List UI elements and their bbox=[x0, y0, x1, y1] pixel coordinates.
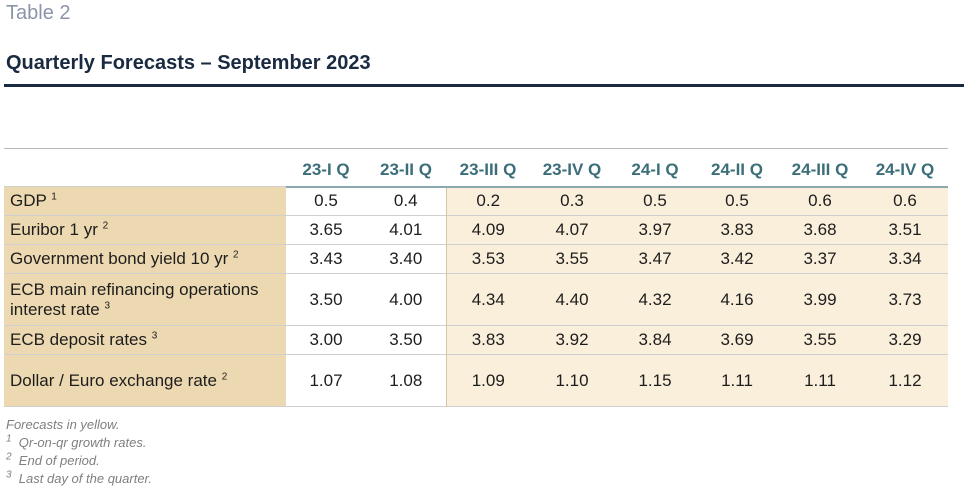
forecast-cell: 1.12 bbox=[862, 354, 948, 407]
table-row: Government bond yield 10 yr 2 3.43 3.40 3.5… bbox=[4, 244, 948, 274]
forecast-cell: 3.83 bbox=[445, 325, 530, 355]
footnote-mark: 1 bbox=[6, 433, 12, 445]
column-header: 23-III Q bbox=[446, 148, 530, 188]
row-label-footnote-mark: 3 bbox=[151, 330, 158, 342]
row-label-footnote-mark: 2 bbox=[233, 249, 239, 261]
value-cell: 0.4 bbox=[393, 191, 418, 211]
row-label: ECB deposit rates 3 bbox=[4, 325, 286, 355]
value-cell: 4.00 bbox=[389, 289, 423, 309]
value-cell: 3.50 bbox=[389, 330, 423, 349]
forecast-cell: 0.5 bbox=[696, 186, 778, 216]
forecast-cell: 4.07 bbox=[530, 215, 614, 245]
forecast-cell: 3.92 bbox=[530, 325, 614, 355]
forecast-cell: 3.69 bbox=[696, 325, 778, 355]
forecast-cell: 3.47 bbox=[614, 244, 696, 274]
value-cell: 4.01 bbox=[389, 220, 423, 239]
row-label-footnote-mark: 3 bbox=[104, 299, 111, 311]
forecast-cell: 3.55 bbox=[778, 325, 862, 355]
value-cell: 3.40 bbox=[389, 249, 423, 268]
forecast-cell: 4.34 bbox=[445, 273, 530, 326]
row-label-text: ECB main refinancing operations interest… bbox=[10, 279, 259, 319]
forecast-cell: 1.09 bbox=[445, 354, 530, 407]
table-row: Dollar / Euro exchange rate 2 1.07 1.08 1.0… bbox=[4, 354, 948, 407]
forecast-cell: 3.97 bbox=[614, 215, 696, 245]
forecast-cell: 3.99 bbox=[778, 273, 862, 326]
column-header: 24-II Q bbox=[696, 148, 778, 188]
row-label-text: Dollar / Euro exchange rate bbox=[10, 370, 217, 390]
forecast-cell: 0.6 bbox=[778, 186, 862, 216]
value-cell: 3.65 bbox=[309, 220, 343, 239]
header-corner bbox=[4, 149, 286, 187]
forecast-cell: 3.53 bbox=[445, 244, 530, 274]
row-label: GDP 1 bbox=[4, 186, 286, 216]
column-header: 24-III Q bbox=[778, 148, 862, 188]
column-header: 23-I Q bbox=[286, 148, 366, 188]
forecast-cell: 3.37 bbox=[778, 244, 862, 274]
row-label: Dollar / Euro exchange rate 2 bbox=[4, 354, 286, 407]
forecast-cell: 3.73 bbox=[862, 273, 948, 326]
row-label: Euribor 1 yr 2 bbox=[4, 215, 286, 245]
row-label-footnote-mark: 1 bbox=[51, 191, 57, 203]
footnote: 1 Qr-on-qr growth rates. bbox=[6, 434, 152, 452]
footnote-mark: 2 bbox=[6, 451, 12, 463]
column-header: 24-I Q bbox=[614, 148, 696, 188]
value-cell: 3.00 bbox=[309, 330, 343, 349]
header-row: 23-I Q 23-II Q 23-III Q 23-IV Q 24-I Q 2… bbox=[4, 148, 948, 188]
table-title: Quarterly Forecasts – September 2023 bbox=[6, 52, 371, 74]
table-row: GDP 1 0.5 0.4 0.2 0.3 0.5 0.5 0.6 0.6 bbox=[4, 186, 948, 216]
forecast-cell: 4.09 bbox=[445, 215, 530, 245]
row-label-footnote-mark: 2 bbox=[221, 370, 228, 382]
column-header: 24-IV Q bbox=[862, 148, 948, 188]
forecast-cell: 1.11 bbox=[778, 354, 862, 407]
row-label: ECB main refinancing operations interest… bbox=[4, 273, 286, 326]
value-cell: 3.50 bbox=[309, 289, 343, 309]
row-label: Government bond yield 10 yr 2 bbox=[4, 244, 286, 274]
forecast-cell: 1.15 bbox=[614, 354, 696, 407]
footnote-mark: 3 bbox=[6, 469, 12, 481]
column-header: 23-II Q bbox=[366, 148, 446, 188]
title-divider bbox=[4, 84, 964, 87]
footnotes: Forecasts in yellow. 1 Qr-on-qr growth r… bbox=[6, 416, 152, 488]
forecast-cell: 4.16 bbox=[696, 273, 778, 326]
forecast-cell: 3.83 bbox=[696, 215, 778, 245]
footnote: 3 Last day of the quarter. bbox=[6, 470, 152, 488]
row-label-text: Government bond yield 10 yr bbox=[10, 249, 229, 268]
column-header: 23-IV Q bbox=[530, 148, 614, 188]
value-cell: 0.5 bbox=[314, 191, 338, 211]
footnote-text: Last day of the quarter. bbox=[18, 471, 153, 486]
forecast-cell: 3.34 bbox=[862, 244, 948, 274]
forecast-cell: 4.32 bbox=[614, 273, 696, 326]
forecast-cell: 1.11 bbox=[696, 354, 778, 407]
footnote-text: End of period. bbox=[18, 453, 100, 468]
forecast-cell: 3.51 bbox=[862, 215, 948, 245]
forecast-cell: 0.2 bbox=[445, 186, 530, 216]
forecast-table: 23-I Q 23-II Q 23-III Q 23-IV Q 24-I Q 2… bbox=[4, 148, 948, 407]
forecast-cell: 3.55 bbox=[530, 244, 614, 274]
forecast-cell: 3.68 bbox=[778, 215, 862, 245]
table-row: ECB deposit rates 3 3.00 3.50 3.83 3.92 3.84 3… bbox=[4, 325, 948, 355]
row-label-footnote-mark: 2 bbox=[102, 220, 109, 232]
forecast-note: Forecasts in yellow. bbox=[6, 417, 120, 432]
row-label-text: Euribor 1 yr bbox=[10, 220, 98, 239]
table-label: Table 2 bbox=[6, 2, 71, 24]
value-cell: 3.43 bbox=[309, 249, 343, 268]
row-label-text: GDP bbox=[10, 191, 47, 210]
forecast-cell: 3.84 bbox=[614, 325, 696, 355]
forecast-cell: 0.3 bbox=[530, 186, 614, 216]
table-row: Euribor 1 yr 2 3.65 4.01 4.09 4.07 3.97 3.83 3.… bbox=[4, 215, 948, 245]
forecast-cell: 1.10 bbox=[530, 354, 614, 407]
forecast-cell: 3.29 bbox=[862, 325, 948, 355]
forecast-cell: 4.40 bbox=[530, 273, 614, 326]
row-label-text: ECB deposit rates bbox=[10, 330, 148, 349]
forecast-cell: 0.6 bbox=[862, 186, 948, 216]
footnote: 2 End of period. bbox=[6, 452, 152, 470]
forecast-cell: 0.5 bbox=[614, 186, 696, 216]
value-cell: 1.08 bbox=[389, 370, 423, 390]
table-row: ECB main refinancing operations interest… bbox=[4, 273, 948, 326]
value-cell: 1.07 bbox=[309, 370, 343, 390]
forecast-cell: 3.42 bbox=[696, 244, 778, 274]
footnote-text: Qr-on-qr growth rates. bbox=[18, 435, 147, 450]
